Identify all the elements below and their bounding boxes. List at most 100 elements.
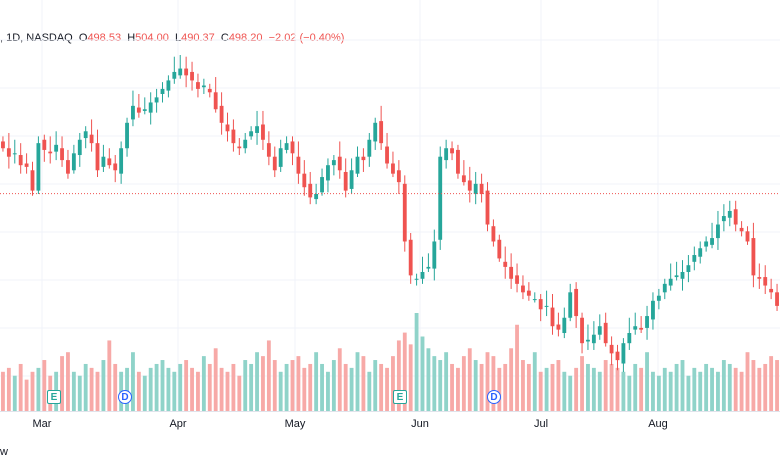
candle-body — [556, 324, 561, 330]
candle-body — [521, 285, 525, 293]
x-tick-label: Aug — [648, 418, 668, 430]
volume-bar — [698, 371, 703, 411]
volume-bar — [190, 367, 194, 411]
volume-bar — [716, 371, 720, 411]
earnings-event-icon[interactable]: E — [393, 390, 407, 404]
volume-bar — [385, 367, 389, 411]
candle-body — [326, 165, 330, 181]
volume-bar — [213, 348, 218, 411]
volume-bar — [621, 371, 626, 411]
volume-bar — [77, 375, 82, 411]
symbol-info: , 1D, NASDAQ — [0, 32, 73, 44]
candle-body — [18, 155, 23, 166]
candle-body — [745, 231, 750, 242]
volume-bar — [243, 360, 248, 411]
candle-body — [66, 160, 70, 174]
candle-body — [704, 241, 709, 247]
volume-bar — [450, 363, 454, 411]
volume-bar — [733, 367, 738, 411]
candle-body — [574, 288, 579, 317]
candle-body — [721, 216, 726, 222]
volume-bar — [586, 363, 590, 411]
volume-bar — [651, 371, 655, 411]
candle-body — [148, 102, 153, 113]
candle-body — [532, 299, 537, 301]
volume-bar — [142, 375, 147, 411]
candle-body — [597, 326, 602, 335]
candle-body — [30, 170, 35, 191]
candle-body — [290, 141, 295, 154]
volume-bar — [225, 371, 230, 411]
volume-bar — [639, 367, 644, 411]
candle-body — [698, 248, 703, 257]
dividend-event-icon[interactable]: D — [118, 390, 132, 404]
volume-bar — [414, 313, 419, 411]
candle-body — [125, 122, 129, 149]
candle-body — [1, 141, 5, 149]
candle-body — [213, 92, 218, 110]
volume-bar — [456, 367, 460, 411]
volume-bar — [562, 371, 567, 411]
candle-body — [101, 156, 106, 167]
volume-bar — [178, 363, 183, 411]
volume-bar — [355, 352, 360, 411]
volume-bar — [302, 367, 307, 411]
candle-body — [255, 126, 259, 133]
volume-bar — [136, 371, 141, 411]
volume-bar — [308, 363, 313, 411]
x-tick-label: Jul — [533, 418, 549, 430]
candle-body — [456, 149, 460, 174]
candle-body — [568, 292, 573, 318]
candle-body — [408, 239, 413, 276]
candle-body — [503, 261, 508, 267]
candle-body — [485, 190, 490, 225]
candle-body — [42, 139, 47, 150]
volume-bar — [266, 340, 271, 411]
candle-body — [95, 143, 100, 171]
candle-body — [296, 156, 301, 174]
candle-body — [432, 241, 437, 269]
volume-bar — [379, 363, 384, 411]
candle-body — [225, 124, 230, 132]
volume-bar — [662, 367, 667, 411]
candle-body — [727, 210, 732, 218]
close-label: C — [220, 32, 229, 44]
candle-body — [686, 265, 691, 272]
volume-bar — [615, 367, 620, 411]
volume-bar — [207, 363, 212, 411]
volume-bar — [432, 356, 437, 411]
volume-bar — [66, 352, 70, 411]
volume-bar — [526, 363, 531, 411]
candle-body — [621, 343, 626, 364]
candle-body — [6, 148, 11, 157]
volume-bar — [1, 371, 5, 411]
volume-bar — [568, 375, 573, 411]
earnings-event-icon[interactable]: E — [47, 390, 61, 404]
volume-bar — [627, 375, 632, 411]
volume-bar — [196, 371, 200, 411]
candle-body — [426, 266, 431, 269]
candle-body — [142, 109, 147, 111]
ohlc-header: , 1D, NASDAQ O498.53 H504.00 L490.37 C49… — [0, 32, 344, 44]
candle-body — [308, 183, 313, 198]
candle-body — [420, 271, 425, 279]
candle-body — [89, 134, 94, 144]
volume-bar — [515, 324, 519, 411]
candle-body — [71, 153, 76, 171]
footer-text: w — [0, 446, 8, 458]
dividend-event-icon[interactable]: D — [487, 390, 501, 404]
candle-body — [591, 334, 596, 344]
x-tick-label: Jun — [411, 418, 429, 430]
high-value: 504.00 — [135, 32, 169, 44]
volume-bar — [751, 360, 756, 411]
candle-body — [83, 131, 88, 139]
volume-bar — [402, 332, 407, 411]
volume-bar — [521, 360, 525, 411]
candle-body — [550, 307, 555, 327]
x-tick-label: May — [284, 418, 306, 430]
candle-body — [396, 170, 401, 183]
volume-bar — [580, 356, 584, 411]
candle-body — [438, 156, 443, 240]
volume-bar — [12, 375, 17, 411]
